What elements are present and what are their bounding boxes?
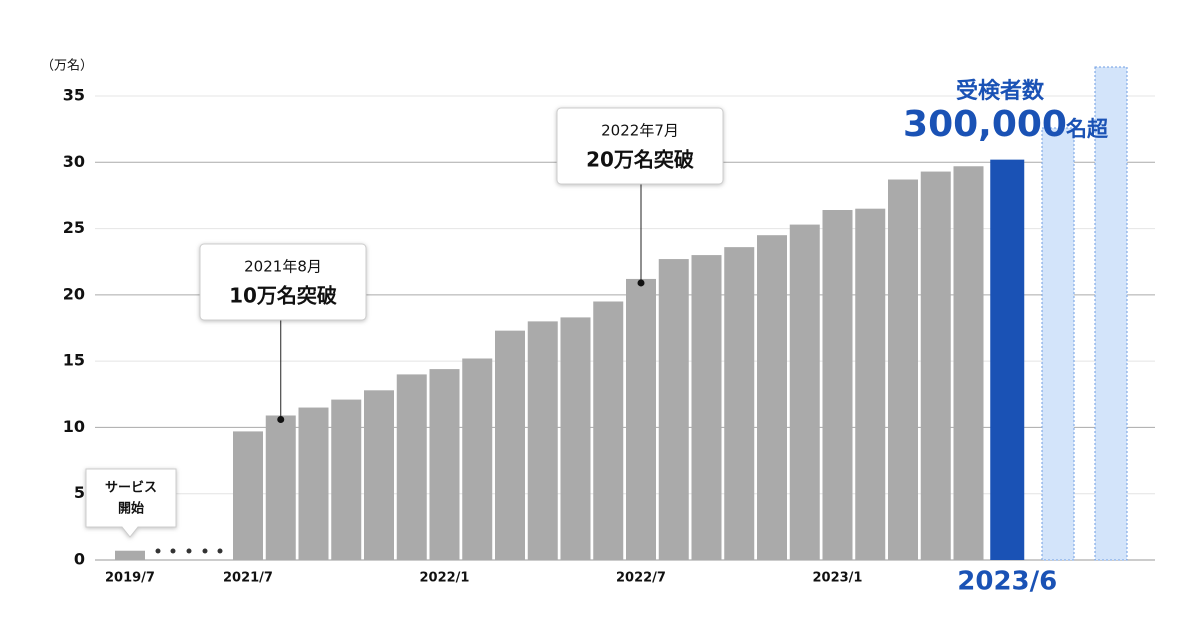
- callout-date: 2021年8月: [244, 258, 322, 276]
- bar: [855, 208, 886, 560]
- bar: [920, 171, 951, 560]
- y-tick-label: 30: [63, 152, 85, 171]
- bar: [560, 317, 591, 560]
- bar: [822, 210, 853, 561]
- bar: [658, 259, 689, 560]
- x-tick-label: 2019/7: [105, 571, 155, 586]
- x-tick-label: 2022/7: [616, 571, 666, 586]
- start-note-box: [85, 468, 177, 538]
- callout-dot: [637, 279, 645, 287]
- bar: [757, 235, 787, 560]
- x-tick-label: 2022/1: [420, 571, 470, 586]
- bar: [789, 224, 820, 560]
- x-tick-label: 2023/6: [957, 567, 1057, 597]
- start-note-line: 開始: [118, 501, 144, 517]
- future-bar: [1041, 127, 1075, 561]
- bar: [691, 255, 722, 561]
- bar: [429, 369, 460, 560]
- callout-text: 10万名突破: [229, 284, 337, 308]
- y-tick-label: 10: [63, 417, 85, 436]
- callout-box: [199, 243, 367, 321]
- bar: [364, 390, 394, 560]
- bar: [953, 166, 984, 560]
- bar: [265, 415, 296, 560]
- headline-suffix: 名超: [1065, 117, 1109, 141]
- bar: [331, 399, 362, 560]
- y-tick-label: 25: [63, 218, 85, 237]
- bar: [495, 330, 525, 560]
- bar: [462, 358, 493, 560]
- bar: [298, 407, 329, 560]
- x-tick-label: 2023/1: [813, 571, 863, 586]
- bar: [593, 301, 624, 560]
- y-tick-label: 35: [63, 86, 85, 105]
- callout-box: [556, 107, 724, 185]
- future-bar: [1094, 66, 1128, 561]
- bar: [115, 550, 145, 560]
- gap-dots: [155, 548, 223, 554]
- callout-dot: [277, 415, 285, 423]
- bar: [626, 278, 656, 560]
- bar: [990, 159, 1025, 561]
- y-tick-label: 20: [63, 284, 85, 303]
- headline-label: 受検者数: [956, 78, 1045, 104]
- y-tick-label: 5: [74, 483, 85, 502]
- headline-number: 300,000: [903, 104, 1067, 145]
- start-note-line: サービス: [105, 480, 157, 496]
- bar: [233, 431, 263, 560]
- y-unit: （万名）: [41, 58, 93, 74]
- bar: [724, 247, 755, 561]
- y-tick-label: 0: [74, 550, 85, 569]
- x-tick-label: 2021/7: [223, 571, 273, 586]
- bar: [396, 374, 427, 560]
- bar: [888, 179, 918, 560]
- callout-text: 20万名突破: [586, 148, 694, 172]
- callout-date: 2022年7月: [601, 122, 679, 140]
- y-tick-label: 15: [63, 351, 85, 370]
- bar: [527, 321, 558, 560]
